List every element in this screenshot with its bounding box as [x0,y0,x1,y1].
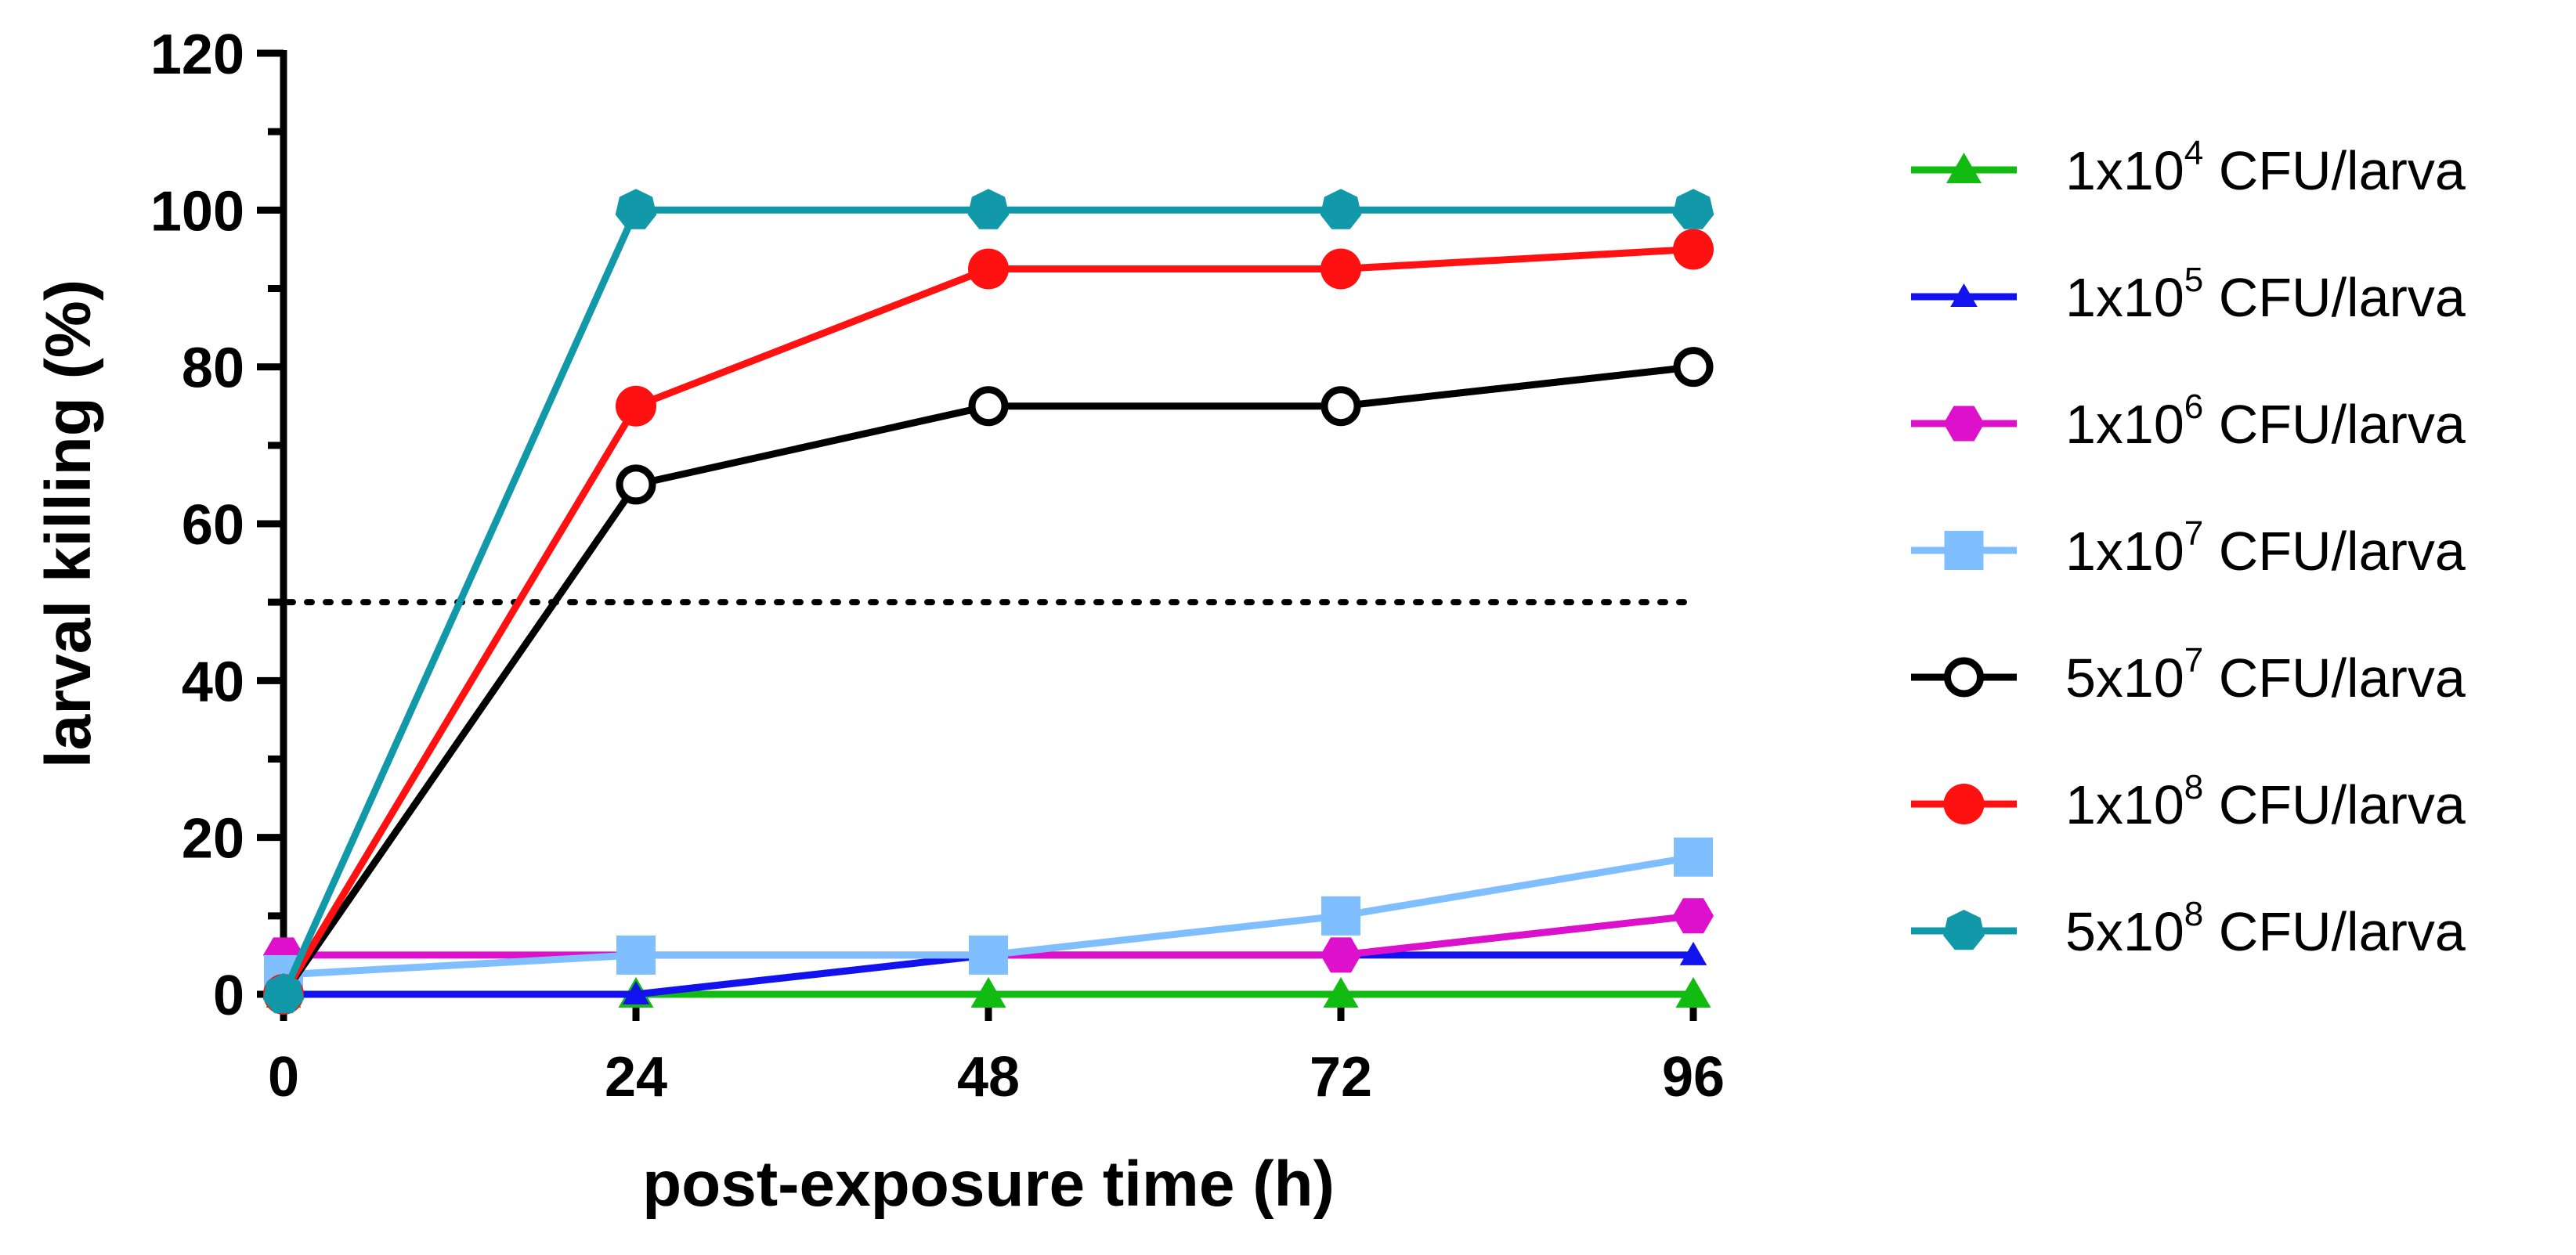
legend-item: 1x108 CFU/larva [1911,768,2466,835]
data-point [1674,837,1713,877]
legend-label: 1x108 CFU/larva [2065,768,2466,835]
data-point [616,464,656,505]
series-5 [263,347,1714,1015]
x-tick-label: 96 [1662,1046,1725,1109]
y-tick-label: 0 [213,965,244,1027]
legend-item: 1x106 CFU/larva [1911,388,2466,455]
data-point [1320,189,1362,229]
y-tick-label: 20 [182,808,244,871]
data-point [1673,898,1714,934]
series-line [280,245,1694,997]
data-point [1679,941,1707,965]
legend-marker [1944,531,1984,570]
series-layer [262,189,1714,1015]
data-point [622,981,650,1004]
y-axis-title: larval killing (%) [33,279,104,768]
data-point [1673,229,1714,270]
data-point [615,189,657,229]
data-point [967,189,1010,229]
legend-item: 5x107 CFU/larva [1911,641,2466,709]
y-tick-label: 40 [182,651,244,713]
series-6 [263,229,1714,1015]
y-tick-label: 60 [182,494,244,557]
legend-marker [1946,153,1982,183]
legend-item: 5x108 CFU/larva [1911,895,2466,962]
legend-marker [1944,657,1984,698]
data-point [616,385,656,427]
x-tick-label: 48 [957,1046,1020,1109]
legend-item: 1x104 CFU/larva [1911,134,2466,201]
x-axis-title: post-exposure time (h) [642,1149,1335,1220]
y-ticks: 0 20 40 60 80 100 120 [150,23,284,1027]
x-tick-label: 72 [1310,1046,1372,1109]
legend-label: 1x104 CFU/larva [2065,134,2466,201]
y-tick-label: 100 [150,180,244,243]
legend: 1x104 CFU/larva 1x105 CFU/larva 1x106 CFU/… [1911,134,2466,962]
y-tick-label: 120 [150,23,244,86]
data-point [969,935,1008,975]
legend-label: 5x107 CFU/larva [2065,641,2466,709]
legend-marker [1943,784,1985,824]
x-tick-label: 0 [268,1046,299,1109]
x-ticks: 0 24 48 72 96 [268,994,1725,1109]
data-point [1673,347,1714,388]
data-point [968,386,1009,427]
series-line [280,363,1694,997]
legend-item: 1x107 CFU/larva [1911,514,2466,582]
data-point [262,973,305,1014]
data-point [1321,937,1361,973]
data-point [1672,189,1714,229]
legend-item: 1x105 CFU/larva [1911,261,2466,328]
data-point [970,977,1006,1008]
legend-label: 1x106 CFU/larva [2065,388,2466,455]
legend-label: 1x107 CFU/larva [2065,514,2466,582]
data-point [616,935,656,975]
data-point [968,248,1009,290]
data-point [1321,248,1361,290]
series-4 [264,837,1713,994]
legend-marker [1950,283,1978,307]
data-point [1323,977,1359,1008]
legend-marker [1943,910,1985,950]
legend-marker [1943,406,1985,442]
data-point [1321,896,1360,936]
x-tick-label: 24 [605,1046,667,1109]
data-point [1675,977,1711,1008]
series-7 [262,189,1714,1014]
axes: 0 20 40 60 80 100 120 0 24 48 72 96 [150,23,1725,1109]
y-tick-label: 80 [182,337,244,400]
legend-label: 5x108 CFU/larva [2065,895,2466,962]
data-point [1321,386,1361,427]
legend-label: 1x105 CFU/larva [2065,261,2466,328]
